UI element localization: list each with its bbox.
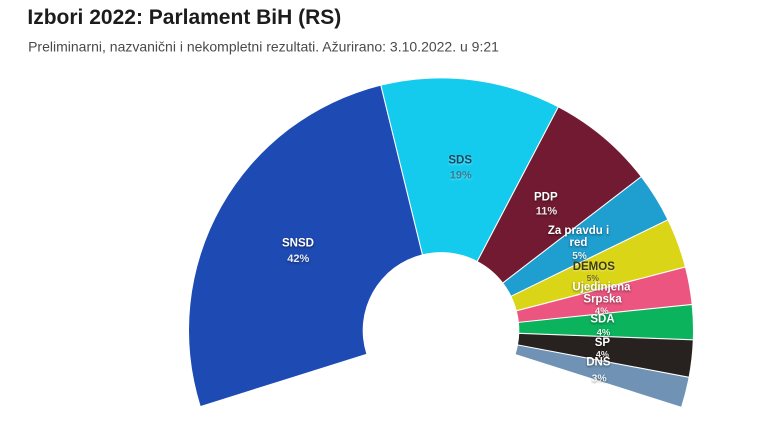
svg-text:5%: 5%	[587, 273, 600, 283]
svg-text:3%: 3%	[592, 373, 608, 385]
svg-text:PDP: PDP	[534, 191, 558, 203]
svg-text:19%: 19%	[450, 169, 472, 181]
svg-text:42%: 42%	[287, 253, 309, 265]
svg-text:DNS: DNS	[586, 357, 611, 369]
svg-text:Za pravdu i: Za pravdu i	[548, 225, 609, 237]
svg-text:4%: 4%	[596, 350, 609, 360]
svg-text:SP: SP	[595, 337, 611, 349]
svg-text:11%: 11%	[536, 206, 558, 218]
svg-text:4%: 4%	[597, 328, 611, 339]
svg-text:Srpska: Srpska	[583, 294, 622, 306]
svg-text:4%: 4%	[595, 306, 609, 317]
svg-text:SNSD: SNSD	[282, 237, 314, 249]
svg-text:SDS: SDS	[448, 155, 472, 167]
svg-text:DEMOS: DEMOS	[573, 261, 616, 273]
svg-text:red: red	[570, 237, 588, 249]
svg-text:Izbori 2022: Parlament BiH (RS: Izbori 2022: Parlament BiH (RS)	[27, 6, 341, 29]
svg-text:Preliminarni, nazvanični i nek: Preliminarni, nazvanični i nekompletni r…	[28, 39, 499, 55]
svg-text:SDA: SDA	[590, 313, 614, 325]
svg-text:5%: 5%	[572, 251, 587, 262]
svg-text:Ujedinjena: Ujedinjena	[572, 281, 631, 293]
